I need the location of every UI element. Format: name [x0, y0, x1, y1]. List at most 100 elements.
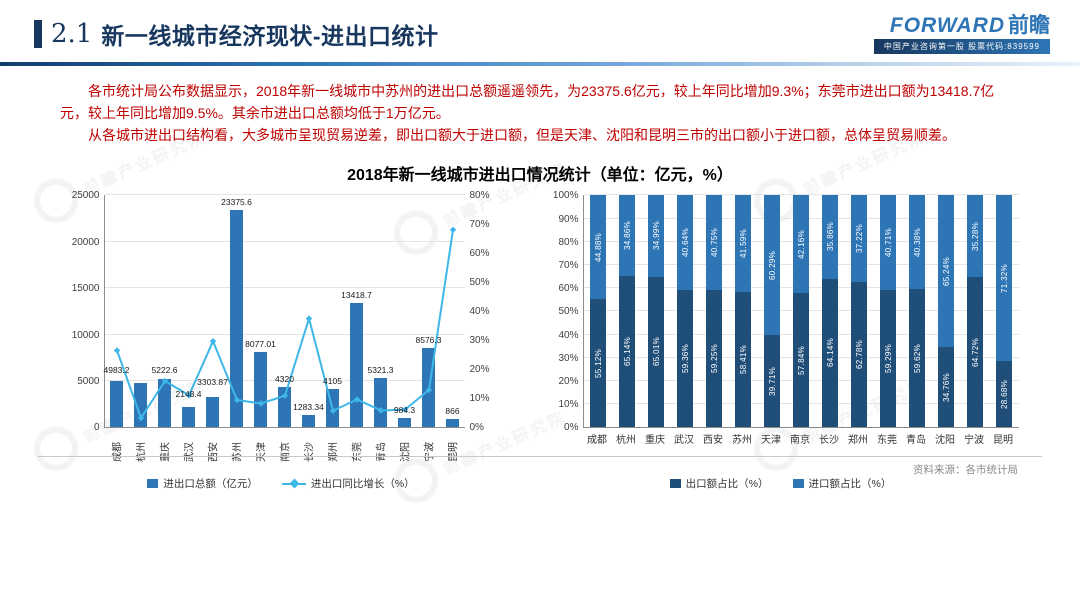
export-share-label: 59.25% [709, 344, 719, 374]
total-trade-bar [182, 407, 195, 428]
total-trade-bar [158, 378, 171, 428]
bar-value-label: 23375.6 [221, 197, 252, 208]
charts-row: 0 5000 10000 15000 20000 25000 4983.2 5222.6 21… [0, 190, 1080, 491]
stacked-left-axis: 0% 10% 20% 30% 40% 50% 60% 70% 80% 90% 100% [543, 190, 583, 433]
gridline [104, 240, 465, 242]
x-axis-city-label: 天津 [761, 435, 781, 447]
stacked-column: 37.22% 62.78% [851, 195, 867, 428]
export-share-label: 62.78% [854, 340, 864, 369]
import-share-segment: 41.59% [735, 195, 751, 292]
import-share-segment: 34.99% [648, 195, 664, 277]
gridline [104, 379, 465, 381]
left-axis-tick: 30% [558, 352, 579, 364]
export-share-segment: 59.62% [909, 289, 925, 428]
gridline [583, 194, 1019, 196]
total-trade-bar [230, 210, 243, 428]
line-swatch [281, 478, 306, 489]
export-share-label: 39.71% [767, 366, 777, 396]
combo-left-axis: 0 5000 10000 15000 20000 25000 [62, 190, 104, 433]
import-share-segment: 60.29% [764, 195, 780, 336]
x-axis-city-label: 长沙 [304, 442, 315, 463]
left-axis-tick: 50% [558, 306, 579, 318]
export-share-label: 28.68% [999, 379, 1009, 409]
import-share-segment: 40.64% [677, 195, 693, 290]
total-trade-bar [446, 419, 459, 428]
import-share-segment: 40.71% [880, 195, 896, 290]
x-axis-city-label: 青岛 [376, 442, 387, 463]
bar-value-label: 3303.87 [197, 377, 228, 388]
right-axis-tick: 40% [469, 306, 490, 318]
right-axis-tick: 60% [469, 248, 490, 260]
x-axis-city-label: 沈阳 [935, 435, 955, 447]
left-axis-tick: 20% [558, 375, 579, 387]
combo-x-axis: 成都 杭州 重庆 武汉 西安 苏州 天津 南京 长沙 郑州 东莞 青岛 沈阳 宁波 昆明 [62, 430, 501, 474]
import-share-label: 40.38% [912, 227, 922, 257]
export-share-label: 57.84% [796, 345, 806, 375]
legend-item-total: 进出口总额（亿元） [147, 476, 258, 491]
paragraph-1: 各市统计局公布数据显示，2018年新一线城市中苏州的进出口总额遥遥领先，为233… [60, 83, 995, 122]
brand-tagline: 中国产业咨询第一股 股票代码:839599 [873, 38, 1050, 54]
left-axis-tick: 0% [564, 422, 579, 434]
total-trade-bar [302, 415, 315, 428]
right-axis-tick: 50% [469, 277, 490, 289]
combo-plot-area: 4983.2 5222.6 2148.4 3303.87 23375.6 8077.01 4… [103, 194, 465, 429]
bar-value-label: 8576.3 [415, 334, 442, 345]
left-axis-tick: 90% [558, 213, 579, 225]
import-share-label: 65.24% [941, 256, 951, 286]
left-axis-tick: 25000 [71, 190, 100, 202]
export-share-segment: 55.12% [590, 299, 606, 428]
stacked-column: 60.29% 39.71% [764, 195, 780, 428]
total-trade-bar [374, 377, 387, 428]
export-share-segment: 59.29% [880, 289, 896, 428]
export-share-segment: 58.41% [735, 291, 751, 428]
import-share-label: 34.86% [622, 221, 632, 251]
gridline [104, 287, 465, 289]
total-trade-bar [398, 418, 411, 428]
total-trade-bar [254, 352, 267, 428]
section-accent-bar [34, 20, 42, 48]
import-share-label: 35.86% [825, 222, 835, 252]
export-share-segment: 65.14% [619, 276, 635, 428]
x-axis-city-label: 郑州 [848, 435, 868, 447]
x-axis-city-label: 昆明 [993, 435, 1013, 447]
import-share-segment: 71.32% [996, 195, 1012, 361]
export-share-segment: 65.01% [648, 276, 664, 428]
stacked-plot-area: 44.88% 55.12% 34.86% 65.14% 34.99% 65.01% 40.6… [582, 194, 1019, 429]
bar-value-label: 4320 [275, 374, 294, 385]
import-share-segment: 65.24% [938, 195, 954, 347]
x-axis-city-label: 青岛 [906, 435, 926, 447]
combo-right-axis: 0% 10% 20% 30% 40% 50% 60% 70% 80% [465, 190, 501, 433]
header: 2.1 新一线城市经济现状-进出口统计 FORWARD 前瞻 中国产业咨询第一股 … [0, 0, 1080, 62]
bar-value-label: 984.3 [393, 405, 416, 416]
x-axis-city-label: 沈阳 [400, 442, 411, 463]
bar-value-label: 4983.2 [103, 365, 130, 376]
x-axis-city-label: 宁波 [964, 435, 984, 447]
export-share-label: 59.62% [912, 343, 922, 373]
total-trade-bar [134, 382, 147, 428]
left-axis-tick: 60% [558, 283, 579, 295]
x-axis-city-label: 西安 [208, 442, 219, 463]
import-share-label: 40.71% [883, 228, 893, 258]
brand-en: FORWARD [889, 13, 1005, 37]
export-share-segment: 62.78% [851, 281, 867, 428]
x-axis-city-label: 宁波 [424, 442, 435, 463]
stacked-column: 44.88% 55.12% [590, 195, 606, 428]
brand-logo: FORWARD 前瞻 中国产业咨询第一股 股票代码:839599 [873, 15, 1050, 54]
source-note: 资料来源：各市统计局 [913, 464, 1018, 477]
brand-cn: 前瞻 [1008, 13, 1050, 37]
bar-value-label: 2148.4 [175, 389, 202, 400]
x-axis-city-label: 杭州 [616, 435, 636, 447]
total-trade-bar [206, 396, 219, 428]
intro-paragraphs: 各市统计局公布数据显示，2018年新一线城市中苏州的进出口总额遥遥领先，为233… [60, 80, 1020, 146]
import-share-segment: 34.86% [619, 195, 635, 277]
stacked-column: 35.28% 64.72% [967, 195, 983, 428]
brand-wordmark: FORWARD 前瞻 [890, 15, 1050, 36]
section-title-group: 2.1 新一线城市经济现状-进出口统计 [34, 17, 439, 51]
x-axis-city-label: 成都 [112, 442, 123, 463]
stacked-column: 34.86% 65.14% [619, 195, 635, 428]
export-share-label: 55.12% [593, 348, 603, 378]
combo-legend: 进出口总额（亿元） 进出口同比增长（%） [62, 476, 501, 491]
right-axis-tick: 30% [469, 335, 490, 347]
import-share-label: 37.22% [854, 224, 864, 253]
